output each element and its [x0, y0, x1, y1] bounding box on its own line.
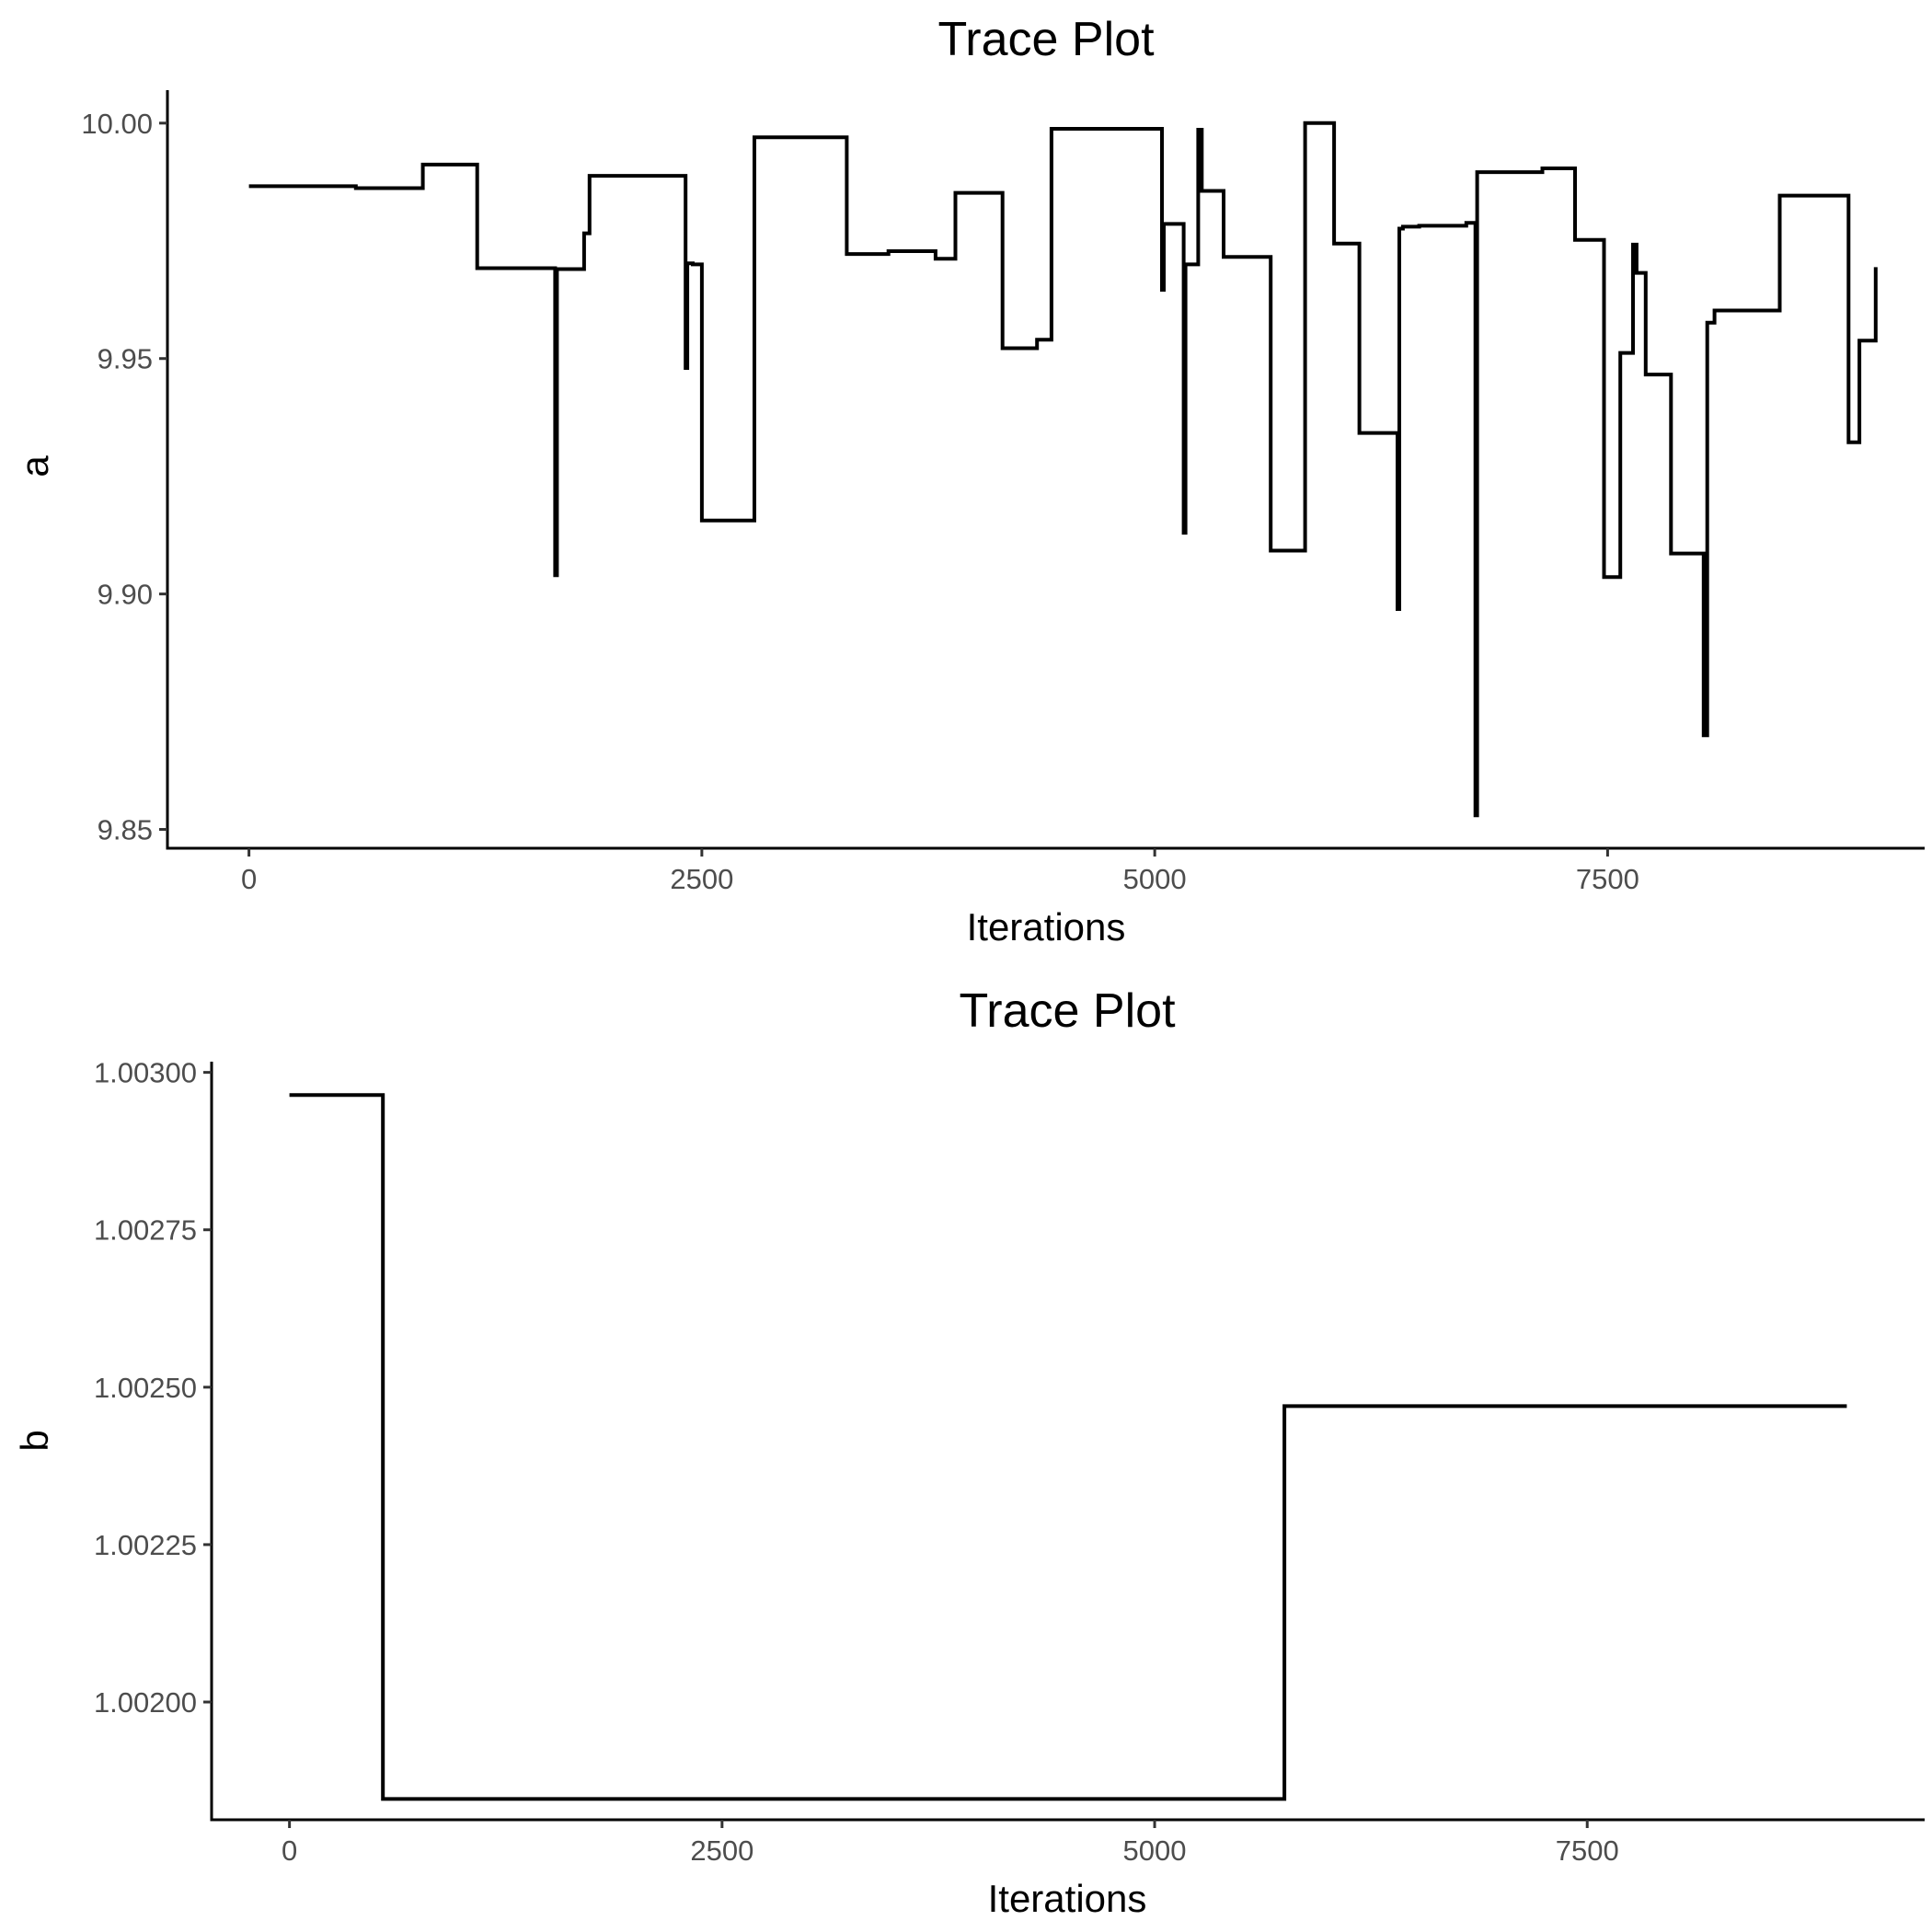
panel-a-y-tick-label: 10.00 [81, 108, 153, 140]
panel-b-y-tick-label: 1.00275 [94, 1214, 197, 1247]
panel-a-y-tick-label: 9.95 [98, 343, 153, 375]
panel-b-y-tick-label: 1.00300 [94, 1057, 197, 1089]
panel-b-x-axis-label: Iterations [988, 1877, 1147, 1920]
panel-a-y-tick-label: 9.85 [98, 814, 153, 846]
panel-b-y-tick-label: 1.00250 [94, 1372, 197, 1404]
panel-a-trace [248, 121, 1878, 818]
panel-b-trace [289, 1093, 1847, 1801]
panel-a-x-tick-label: 2500 [670, 863, 733, 895]
panel-b-y-axis-label: b [13, 1430, 56, 1451]
panel-a-x-tick-label: 7500 [1576, 863, 1639, 895]
panel-a-title: Trace Plot [937, 13, 1155, 66]
panel-b-x-tick-label: 0 [282, 1834, 297, 1867]
panel-a-y-tick-label: 9.90 [98, 579, 153, 611]
panel-a-x-tick-label: 5000 [1123, 863, 1187, 895]
panel-b-x-tick-label: 5000 [1123, 1834, 1187, 1867]
panel-a-x-axis-label: Iterations [967, 905, 1126, 949]
panel-b-y-tick-label: 1.00200 [94, 1686, 197, 1719]
panel-a-trace-line [248, 121, 1878, 818]
panel-b-x-tick-label: 7500 [1556, 1834, 1619, 1867]
panel-b-ticks: 1.00200 1.00225 1.00250 1.00275 1.00300 0 2500… [94, 1057, 1619, 1867]
panel-b: Trace Plot 1.002001.002251.002501.002751… [13, 984, 1925, 1920]
panel-a-y-axis-label: a [13, 455, 56, 477]
panel-a-ticks: 9.85 9.90 9.95 10.00 0 2500 5000 7500 [81, 108, 1639, 895]
panel-b-title: Trace Plot [959, 984, 1176, 1038]
panel-a-x-tick-label: 0 [241, 863, 257, 895]
panel-b-y-tick-label: 1.00225 [94, 1529, 197, 1561]
panel-b-trace-line [289, 1093, 1847, 1801]
panel-b-x-tick-label: 2500 [690, 1834, 753, 1867]
panel-a: Trace Plot 9.85 9.90 9.95 10.00 0 2500 5000 750… [13, 13, 1925, 949]
